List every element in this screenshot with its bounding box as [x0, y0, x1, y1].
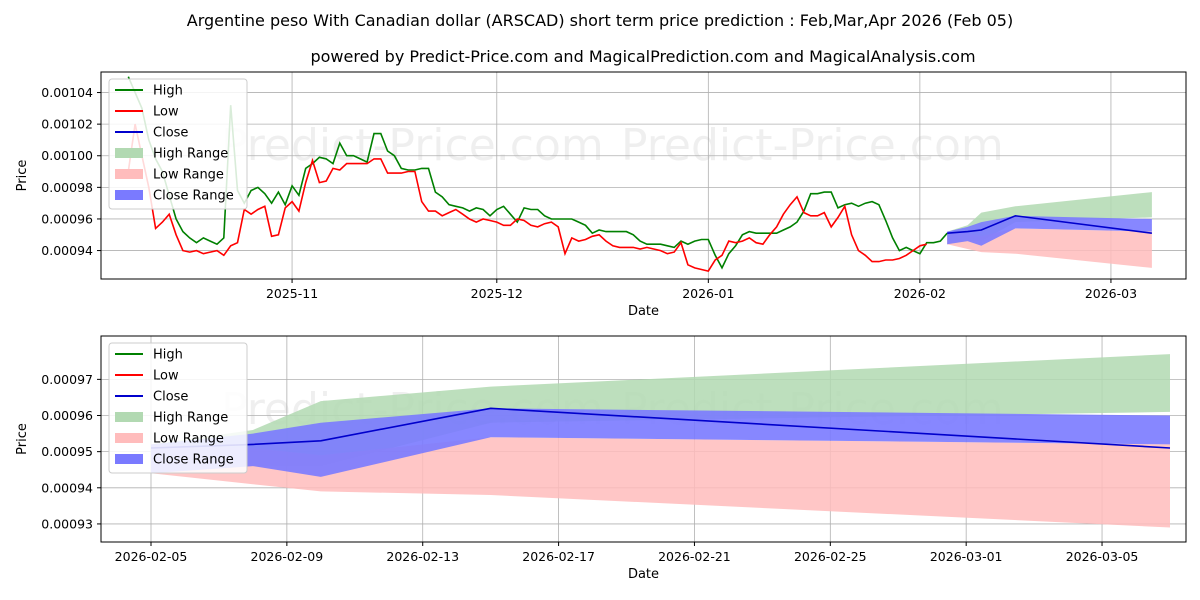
y-tick-label: 0.00096: [41, 211, 93, 226]
legend-label: High: [153, 84, 183, 99]
x-tick-label: 2026-02-21: [658, 549, 731, 564]
y-tick-label: 0.00094: [41, 480, 93, 495]
x-axis-label: Date: [628, 304, 659, 319]
x-tick-label: 2026-02: [894, 286, 946, 301]
legend-box: [108, 78, 248, 210]
y-tick-label: 0.00104: [41, 85, 93, 100]
legend-label: Close Range: [153, 189, 234, 204]
y-tick-label: 0.00093: [41, 516, 93, 531]
legend-label: Close: [153, 390, 188, 405]
watermark-text: Predict-Price.com: [221, 120, 604, 171]
legend-swatch: [115, 433, 143, 443]
legend-swatch: [115, 169, 143, 179]
close-range-band: [151, 408, 1170, 477]
legend-label: High Range: [153, 411, 228, 426]
legend-swatch: [115, 412, 143, 422]
legend: High Low Close High Range Low Range Close Ran…: [108, 342, 248, 474]
y-tick-label: 0.00097: [41, 372, 93, 387]
y-tick-label: 0.00096: [41, 408, 93, 423]
plot-frame: [100, 335, 1187, 543]
y-axis-label: Price: [15, 160, 30, 192]
x-tick-label: 2026-02-17: [522, 549, 595, 564]
history-panel: Predict-Price.com Predict-Price.com 2025-1…: [15, 71, 1187, 319]
x-axis-label: Date: [628, 567, 659, 582]
x-tick-label: 2026-03-01: [930, 549, 1003, 564]
y-tick-label: 0.00100: [41, 148, 93, 163]
low-range-band: [151, 437, 1170, 528]
forecast-panel: Predict-Price.comPredict-Price.com2026-0…: [15, 335, 1187, 582]
legend: High Low Close High Range Low Range Close Ran…: [108, 78, 248, 210]
x-tick-label: 2026-02-09: [251, 549, 324, 564]
legend-label: Low Range: [153, 432, 224, 447]
chart-subtitle: powered by Predict-Price.com and Magical…: [310, 47, 975, 66]
low-range-band: [947, 228, 1152, 268]
plot-area: [127, 76, 1153, 273]
high-series-line: [127, 76, 948, 270]
x-tick-label: 2025-11: [266, 286, 318, 301]
y-tick-label: 0.00098: [41, 180, 93, 195]
legend-label: Close: [153, 126, 188, 141]
legend-label: Close Range: [153, 453, 234, 468]
close-series-line: [947, 214, 1153, 234]
y-tick-label: 0.00102: [41, 117, 93, 132]
legend-label: Low: [153, 105, 179, 120]
legend-swatch: [115, 190, 143, 200]
legend-label: Low Range: [153, 168, 224, 183]
x-tick-label: 2025-12: [471, 286, 523, 301]
x-tick-label: 2026-02-25: [794, 549, 867, 564]
x-tick-label: 2026-01: [682, 286, 734, 301]
y-axis-label: Price: [15, 423, 30, 455]
low-series-line: [127, 123, 927, 273]
y-tick-label: 0.00095: [41, 444, 93, 459]
x-tick-label: 2026-02-05: [115, 549, 188, 564]
plot-frame: [100, 71, 1187, 280]
legend-swatch: [115, 454, 143, 464]
x-tick-label: 2026-03-05: [1066, 549, 1139, 564]
y-tick-label: 0.00094: [41, 243, 93, 258]
legend-swatch: [115, 148, 143, 158]
x-tick-label: 2026-02-13: [386, 549, 459, 564]
legend-label: High: [153, 348, 183, 363]
watermark-text: Predict-Price.com: [621, 120, 1004, 171]
legend-label: Low: [153, 369, 179, 384]
x-tick-label: 2026-03: [1085, 286, 1137, 301]
legend-box: [108, 342, 248, 474]
plot-area: [150, 354, 1171, 528]
chart-title: Argentine peso With Canadian dollar (ARS…: [187, 11, 1013, 30]
legend-label: High Range: [153, 147, 228, 162]
